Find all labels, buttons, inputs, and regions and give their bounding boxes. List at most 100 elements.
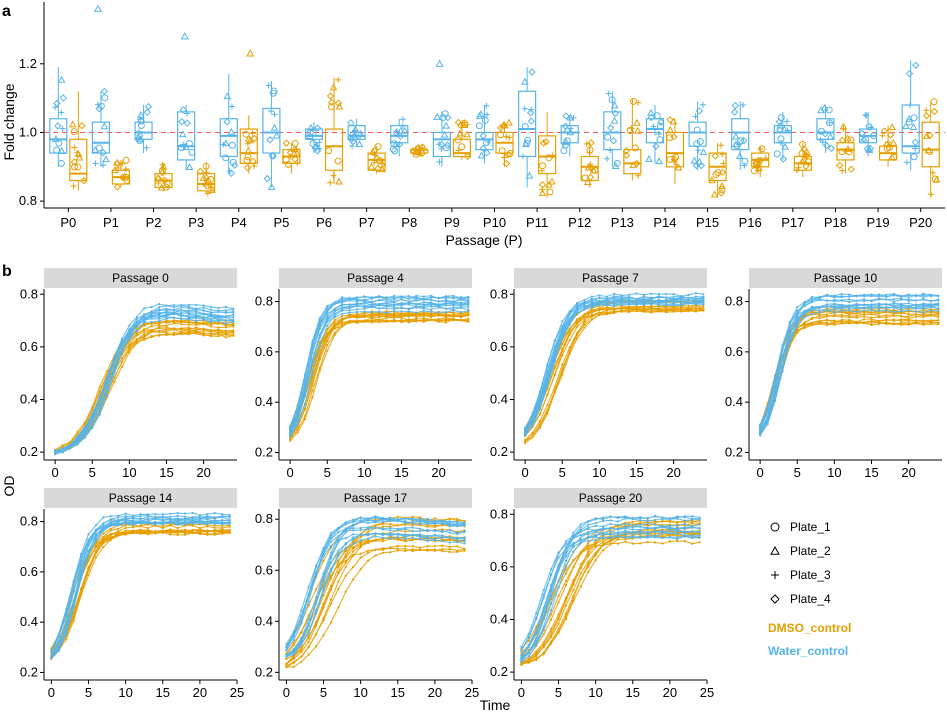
- curve-point: [183, 528, 187, 531]
- data-point: [477, 110, 485, 118]
- curve-point: [326, 349, 329, 352]
- curve-point: [389, 551, 392, 554]
- curve-point: [109, 537, 112, 540]
- curve-point: [370, 320, 373, 323]
- curve-line: [50, 530, 230, 660]
- curve-point: [150, 336, 153, 339]
- curve-point: [180, 333, 183, 336]
- curve-point: [341, 306, 344, 309]
- box-Water_control-P15: [688, 101, 708, 171]
- data-point: [905, 114, 914, 122]
- curve-point: [825, 318, 829, 321]
- curve-point: [94, 524, 98, 527]
- x-tick-label: 15: [394, 465, 408, 480]
- y-tick-label: 0.2: [20, 664, 38, 679]
- y-tick-label: 1.0: [19, 124, 37, 139]
- data-point: [271, 111, 278, 118]
- x-tick-label: 0: [518, 685, 525, 700]
- curve-point: [329, 534, 333, 537]
- curve-point: [367, 551, 370, 555]
- curve-point: [150, 314, 153, 317]
- curve-point: [396, 533, 399, 536]
- data-point: [741, 162, 748, 169]
- curve-point: [929, 319, 933, 322]
- curve-point: [318, 324, 321, 327]
- curve-point: [300, 615, 303, 618]
- curve-point: [564, 579, 568, 582]
- curve-point: [463, 536, 466, 539]
- curve-point: [531, 436, 534, 439]
- curve-point: [117, 524, 120, 527]
- x-tick-label: P4: [231, 215, 247, 230]
- curve-point: [303, 417, 307, 421]
- curve-point: [870, 319, 873, 323]
- box-DMSO_control-P19: [878, 123, 898, 167]
- curve-point: [825, 315, 829, 318]
- curve-point: [444, 302, 448, 305]
- curve-point: [289, 435, 292, 438]
- data-point: [227, 169, 235, 177]
- curve-point: [400, 301, 403, 305]
- data-point: [458, 143, 466, 151]
- curve-point: [426, 545, 429, 548]
- curve-point: [344, 541, 347, 545]
- curve-point: [426, 522, 429, 525]
- x-tick-label: P2: [146, 215, 162, 230]
- curve-point: [914, 315, 918, 318]
- data-point: [635, 99, 642, 106]
- curve-point: [855, 312, 858, 315]
- curve-point: [139, 517, 142, 520]
- data-point: [930, 107, 939, 116]
- data-point: [199, 173, 208, 181]
- data-point: [54, 122, 62, 130]
- curve-point: [620, 307, 623, 310]
- data-point: [182, 143, 190, 151]
- curve-point: [228, 513, 231, 517]
- curve-point: [285, 646, 288, 649]
- data-point: [692, 113, 699, 120]
- data-point: [570, 114, 577, 121]
- curve-point: [217, 329, 220, 332]
- curve-point: [907, 298, 910, 301]
- curve-point: [430, 296, 433, 299]
- curve-point: [202, 313, 205, 316]
- box: [239, 128, 258, 164]
- curve-point: [524, 442, 527, 445]
- curve-point: [91, 409, 94, 412]
- curve-point: [378, 298, 381, 302]
- curve-point: [329, 544, 333, 548]
- growth-curve-Water_control: [759, 306, 940, 430]
- x-tick-label: 20: [431, 465, 445, 480]
- curve-point: [76, 439, 79, 442]
- curve-point: [433, 539, 436, 542]
- x-tick-label: P8: [401, 215, 417, 230]
- curve-point: [907, 320, 910, 323]
- curve-point: [833, 321, 836, 324]
- data-point: [185, 163, 194, 170]
- data-point: [74, 149, 83, 157]
- curve-point: [191, 521, 194, 524]
- curve-point: [863, 303, 866, 306]
- data-point: [479, 132, 488, 140]
- data-point: [889, 138, 898, 146]
- curve-point: [176, 523, 179, 526]
- curve-point: [694, 309, 698, 312]
- curve-point: [315, 645, 318, 648]
- curve-point: [426, 528, 429, 531]
- curve-point: [83, 431, 86, 435]
- panel-a-letter: a: [2, 3, 11, 20]
- curve-point: [172, 312, 175, 316]
- data-point: [605, 90, 612, 97]
- curve-point: [642, 300, 646, 303]
- curve-point: [576, 337, 579, 340]
- curve-point: [546, 363, 549, 366]
- box-DMSO_control-P10: [495, 118, 514, 168]
- curve-point: [183, 512, 187, 515]
- curve-point: [183, 533, 187, 536]
- data-point: [718, 142, 725, 149]
- x-tick-label: 5: [559, 465, 566, 480]
- data-point: [91, 145, 100, 153]
- curve-point: [818, 306, 821, 309]
- box-DMSO_control-P17: [793, 140, 813, 178]
- x-tick-label: 10: [122, 465, 136, 480]
